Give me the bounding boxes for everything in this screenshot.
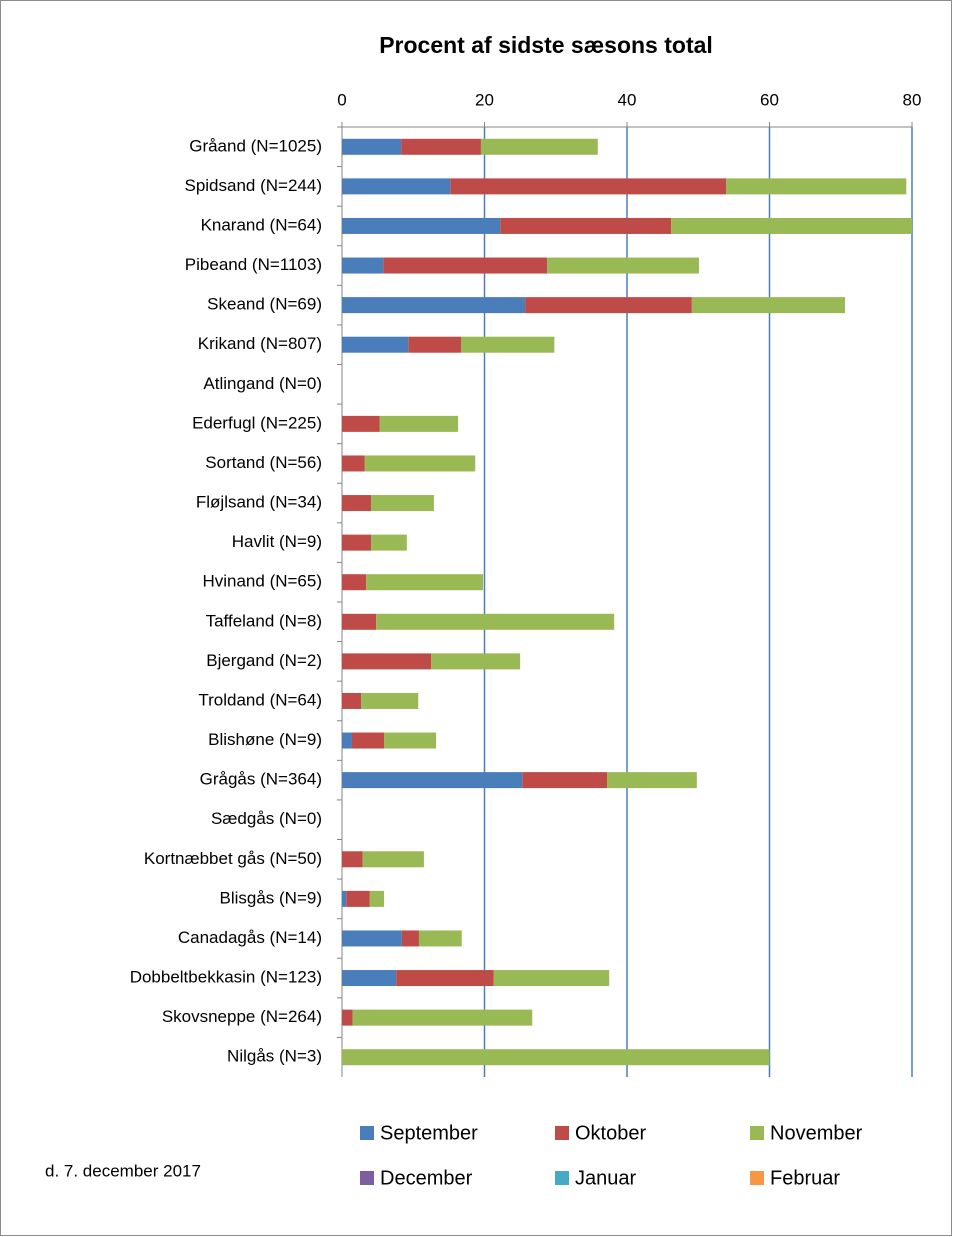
y-tick-label: Krikand (N=807) <box>198 334 322 353</box>
bar-segment <box>342 455 365 472</box>
y-tick-label: Nilgås (N=3) <box>227 1047 322 1066</box>
bar-segment <box>671 217 912 234</box>
legend-label: December <box>380 1167 473 1189</box>
bar-segment <box>418 930 462 947</box>
bar-segment <box>401 138 481 155</box>
bar-segment <box>493 970 610 987</box>
bar-segment <box>342 732 352 749</box>
bar-segment <box>342 1009 353 1026</box>
y-tick-label: Sædgås (N=0) <box>211 809 322 828</box>
bar-segment <box>342 217 501 234</box>
y-tick-label: Skeand (N=69) <box>207 295 322 314</box>
bar-segment <box>362 851 424 868</box>
bar-segment <box>450 178 727 195</box>
legend-swatch <box>360 1171 374 1185</box>
y-tick-label: Blishøne (N=9) <box>208 730 322 749</box>
annotation: d. 7. december 2017 <box>45 1161 201 1180</box>
bar-segment <box>342 495 372 512</box>
x-tick-label: 60 <box>760 90 779 109</box>
bar-segment <box>364 455 476 472</box>
y-tick-label: Pibeand (N=1103) <box>185 255 322 274</box>
bar-segment <box>383 257 548 274</box>
y-tick-label: Troldand (N=64) <box>198 690 322 709</box>
bar-segment <box>376 613 615 630</box>
legend-label: Januar <box>575 1167 636 1189</box>
legend-swatch <box>360 1126 374 1140</box>
legend-label: November <box>770 1122 863 1144</box>
legend-swatch <box>555 1171 569 1185</box>
y-tick-label: Grågås (N=364) <box>200 770 322 789</box>
bar-segment <box>342 257 384 274</box>
bar-segment <box>480 138 598 155</box>
bar-segment <box>342 534 372 551</box>
y-tick-label: Havlit (N=9) <box>232 532 322 551</box>
y-tick-label: Fløjlsand (N=34) <box>196 493 322 512</box>
y-tick-label: Atlingand (N=0) <box>203 374 322 393</box>
bar-segment <box>522 772 608 789</box>
legend-label: Februar <box>770 1167 840 1189</box>
bar-segment <box>460 336 555 353</box>
bar-segment <box>361 692 419 709</box>
y-tick-label: Sortand (N=56) <box>205 453 322 472</box>
bar-segment <box>342 890 347 907</box>
bar-segment <box>384 732 437 749</box>
legend-label: September <box>380 1122 478 1144</box>
y-tick-label: Canadagås (N=14) <box>178 928 322 947</box>
bar-segment <box>379 415 459 432</box>
y-tick-label: Bjergand (N=2) <box>206 651 322 670</box>
y-tick-label: Hvinand (N=65) <box>202 572 322 591</box>
bar-segment <box>342 336 409 353</box>
y-tick-label: Kortnæbbet gås (N=50) <box>144 849 322 868</box>
bar-segment <box>547 257 699 274</box>
bar-segment <box>342 415 380 432</box>
x-tick-label: 0 <box>337 90 346 109</box>
bar-segment <box>607 772 697 789</box>
y-tick-label: Ederfugl (N=225) <box>192 413 322 432</box>
x-tick-label: 80 <box>903 90 922 109</box>
bar-segment <box>342 653 432 670</box>
bar-segment <box>431 653 521 670</box>
legend-swatch <box>750 1126 764 1140</box>
x-tick-label: 20 <box>475 90 494 109</box>
y-tick-label: Gråand (N=1025) <box>189 136 322 155</box>
bar-segment <box>346 890 370 907</box>
y-tick-label: Taffeland (N=8) <box>206 611 322 630</box>
bar-segment <box>401 930 419 947</box>
bar-segment <box>396 970 494 987</box>
bar-segment <box>342 1049 770 1066</box>
bar-segment <box>369 890 385 907</box>
y-tick-label: Blisgås (N=9) <box>219 888 322 907</box>
bar-segment <box>342 692 362 709</box>
bar-segment <box>352 1009 533 1026</box>
chart-title: Procent af sidste sæsons total <box>379 32 713 58</box>
bar-segment <box>691 297 846 314</box>
bar-segment <box>342 178 451 195</box>
bar-segment <box>500 217 672 234</box>
legend-swatch <box>750 1171 764 1185</box>
bar-segment <box>366 574 484 591</box>
bar-segment <box>342 970 397 987</box>
bar-segment <box>371 495 434 512</box>
bar-segment <box>342 930 402 947</box>
bar-segment <box>342 613 377 630</box>
legend-swatch <box>555 1126 569 1140</box>
bar-segment <box>342 297 526 314</box>
x-tick-label: 40 <box>618 90 637 109</box>
bar-segment <box>351 732 385 749</box>
y-tick-label: Knarand (N=64) <box>201 215 322 234</box>
bar-segment <box>342 138 402 155</box>
bar-segment <box>371 534 407 551</box>
y-tick-label: Spidsand (N=244) <box>184 176 322 195</box>
bar-segment <box>342 574 367 591</box>
y-tick-label: Dobbeltbekkasin (N=123) <box>130 968 322 987</box>
legend-label: Oktober <box>575 1122 646 1144</box>
bar-segment <box>525 297 692 314</box>
bar-segment <box>726 178 907 195</box>
bar-segment <box>342 851 363 868</box>
y-tick-label: Skovsneppe (N=264) <box>162 1007 322 1026</box>
bar-segment <box>408 336 461 353</box>
bar-segment <box>342 772 523 789</box>
